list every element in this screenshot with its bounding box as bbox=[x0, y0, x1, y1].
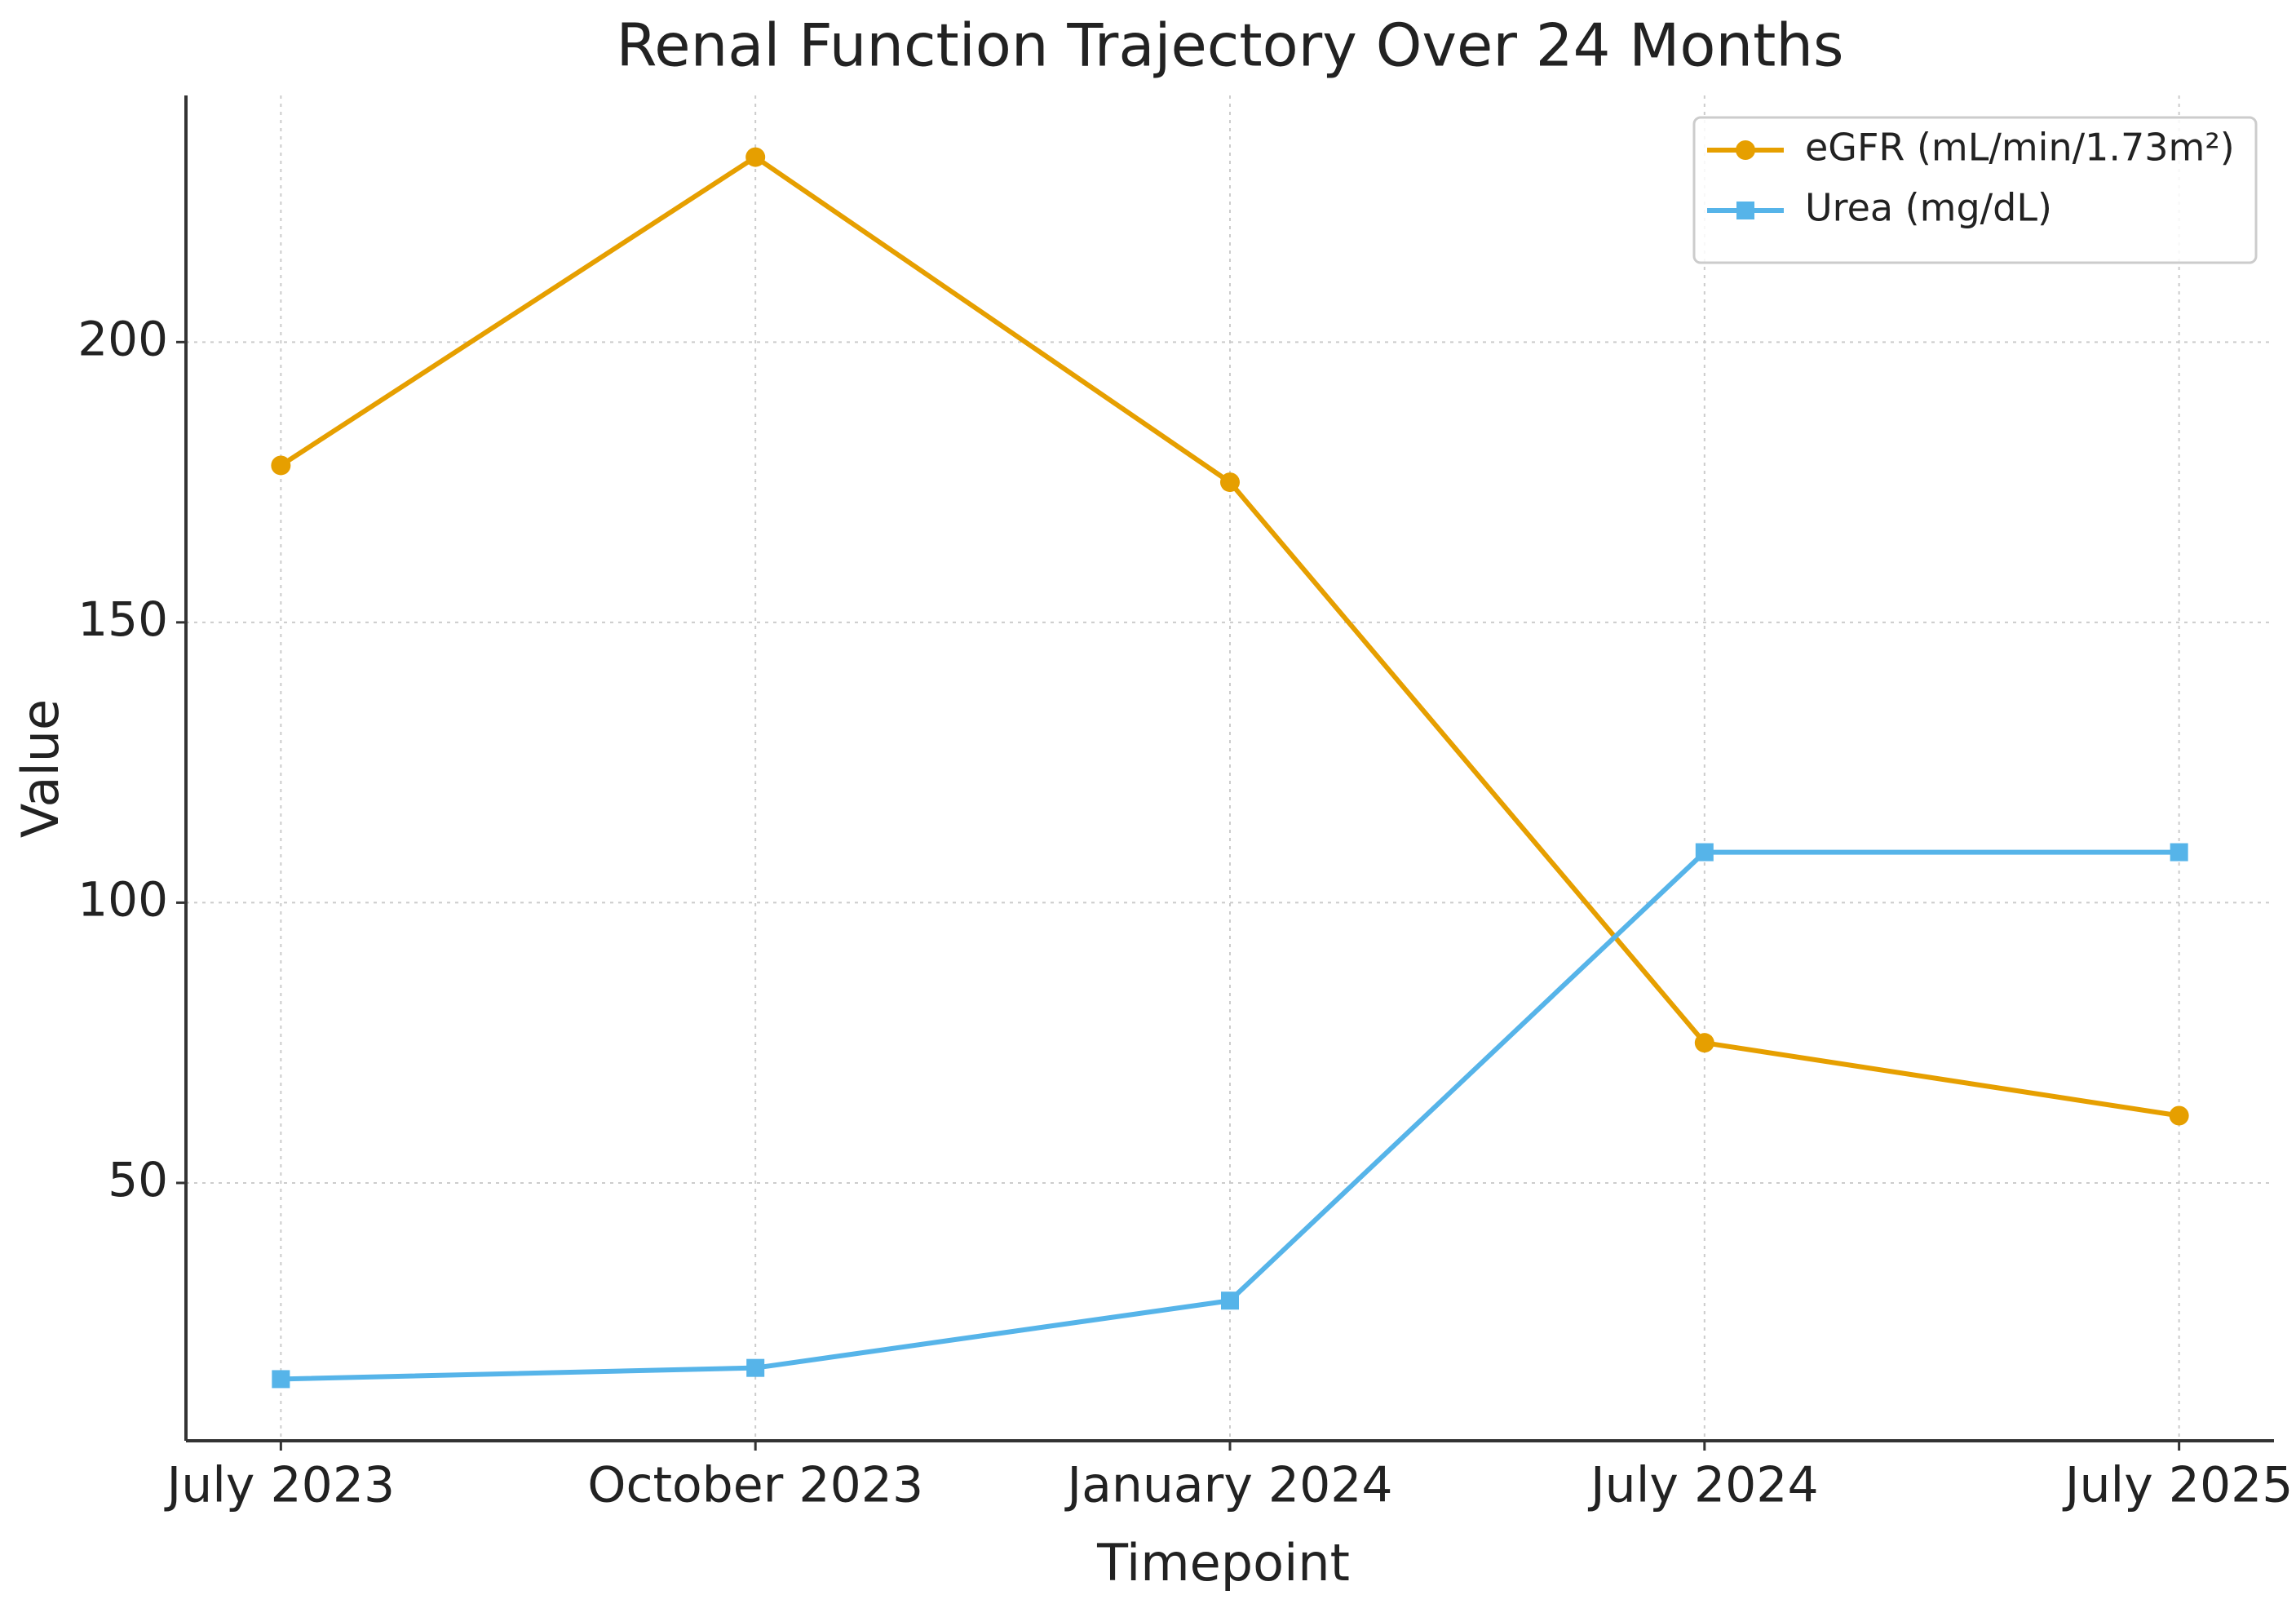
marker bbox=[1221, 1291, 1239, 1310]
marker bbox=[1220, 472, 1240, 493]
plot-area bbox=[271, 147, 2189, 1389]
x-tick-label: July 2023 bbox=[164, 1457, 396, 1514]
x-tick-label: October 2023 bbox=[587, 1457, 923, 1514]
grid bbox=[186, 95, 2274, 1441]
x-tick-label: July 2025 bbox=[2062, 1457, 2294, 1514]
x-tick-label: July 2024 bbox=[1587, 1457, 1819, 1514]
marker bbox=[746, 1358, 765, 1377]
marker bbox=[745, 147, 766, 167]
y-axis-label: Value bbox=[11, 699, 70, 838]
y-tick-label: 150 bbox=[77, 591, 168, 647]
marker bbox=[1736, 140, 1755, 160]
chart-title: Renal Function Trajectory Over 24 Months bbox=[616, 11, 1843, 80]
marker bbox=[2169, 1105, 2189, 1126]
marker bbox=[2170, 843, 2188, 862]
y-tick-label: 200 bbox=[77, 311, 168, 366]
legend-label: eGFR (mL/min/1.73m²) bbox=[1805, 126, 2235, 170]
marker bbox=[271, 455, 291, 476]
marker bbox=[1736, 202, 1754, 219]
marker bbox=[1694, 1033, 1714, 1053]
y-tick-label: 100 bbox=[77, 872, 168, 928]
legend: eGFR (mL/min/1.73m²) Urea (mg/dL) bbox=[1692, 116, 2258, 264]
x-tick-label: January 2024 bbox=[1064, 1457, 1392, 1514]
marker bbox=[1695, 843, 1714, 862]
legend-label: Urea (mg/dL) bbox=[1805, 186, 2052, 230]
y-tick-label: 50 bbox=[108, 1152, 168, 1207]
marker bbox=[272, 1370, 290, 1389]
legend-box bbox=[1692, 116, 2258, 264]
x-axis-label: Timepoint bbox=[1096, 1533, 1350, 1593]
